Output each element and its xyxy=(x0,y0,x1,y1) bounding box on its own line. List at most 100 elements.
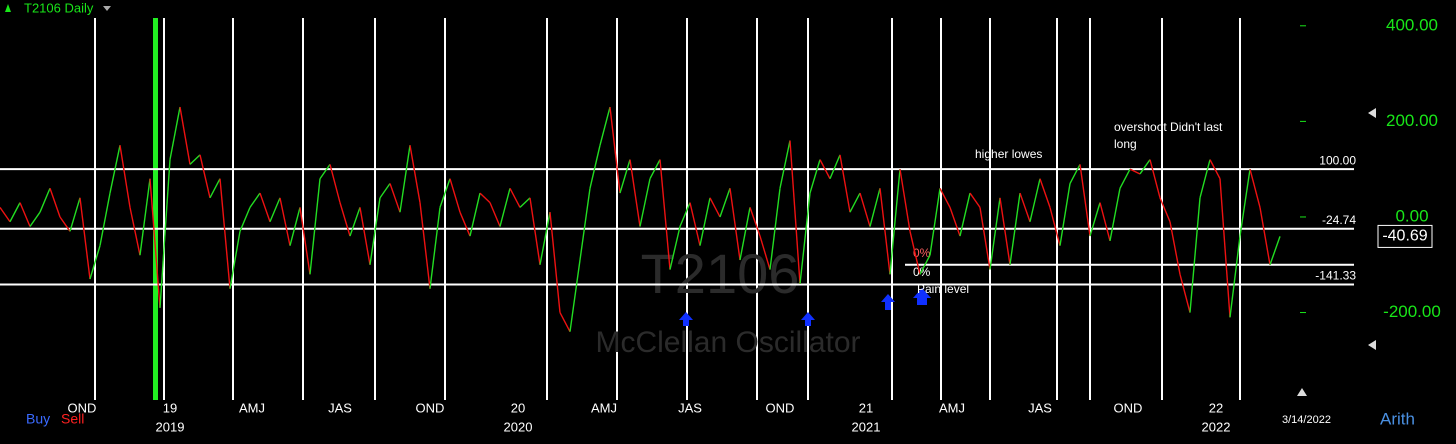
oscillator-segment xyxy=(969,192,981,208)
x-tick-label: AMJ xyxy=(591,400,617,415)
oscillator-segment xyxy=(1189,197,1201,313)
oscillator-segment xyxy=(149,178,161,308)
oscillator-segment xyxy=(1179,274,1191,313)
y-tick-label: 400.00 xyxy=(1386,15,1438,34)
x-tick-label: AMJ xyxy=(239,400,265,415)
oscillator-segment xyxy=(679,202,691,227)
oscillator-segment xyxy=(219,178,231,289)
x-scroll[interactable] xyxy=(1297,388,1307,396)
reference-label: -141.33 xyxy=(1315,269,1356,283)
oscillator-segment xyxy=(979,207,991,270)
oscillator-segment xyxy=(449,178,461,213)
oscillator-segment xyxy=(1219,178,1231,318)
oscillator-segment xyxy=(1129,168,1141,175)
year-label: 2019 xyxy=(156,419,185,434)
annotation: higher lowes xyxy=(975,147,1042,161)
oscillator-segment xyxy=(859,192,871,227)
oscillator-segment xyxy=(629,159,641,227)
oscillator-segment xyxy=(759,235,771,270)
green-marker xyxy=(153,18,158,400)
oscillator-segment xyxy=(489,202,501,227)
oscillator-segment xyxy=(439,178,451,208)
oscillator-segment xyxy=(19,202,31,227)
oscillator-segment xyxy=(459,211,471,237)
scroll-up[interactable] xyxy=(1368,108,1376,118)
oscillator-segment xyxy=(809,159,821,194)
oscillator-segment xyxy=(529,197,541,265)
x-tick-label: 22 xyxy=(1209,400,1223,415)
x-tick-label: OND xyxy=(1114,400,1143,415)
header-icon xyxy=(5,4,11,12)
oscillator-segment xyxy=(939,187,951,208)
y-tick-label: -200.00 xyxy=(1383,302,1441,321)
x-tick-label: AMJ xyxy=(939,400,965,415)
reference-label: -24.74 xyxy=(1322,213,1356,227)
oscillator-segment xyxy=(339,202,351,237)
oscillator-segment xyxy=(279,197,291,246)
last-value-label: -40.69 xyxy=(1382,228,1427,245)
oscillator-segment xyxy=(309,178,321,275)
oscillator-segment xyxy=(569,259,581,332)
last-value-box xyxy=(1377,224,1433,248)
oscillator-segment xyxy=(829,154,841,180)
oscillator-segment xyxy=(389,183,401,213)
oscillator-segment xyxy=(519,197,531,208)
oscillator-segment xyxy=(1059,183,1071,246)
vertical-lines xyxy=(94,18,1241,400)
oscillator-segment xyxy=(999,197,1011,265)
oscillator-segment xyxy=(1109,188,1121,241)
dropdown[interactable] xyxy=(103,6,111,11)
oscillator-segment xyxy=(889,169,901,275)
oscillator-segment xyxy=(1269,236,1281,265)
oscillator-segment xyxy=(1159,197,1171,223)
oscillator-segment xyxy=(1089,202,1101,237)
oscillator-segment xyxy=(1039,178,1051,208)
oscillator-segment xyxy=(89,245,101,280)
oscillator-segment xyxy=(239,207,251,232)
oscillator-segment xyxy=(209,178,221,199)
watermark-sub: McClellan Oscillator xyxy=(595,326,860,359)
oscillator-segment xyxy=(619,159,631,194)
oscillator-segment xyxy=(649,159,661,180)
sell-button[interactable]: Sell xyxy=(61,411,84,427)
oscillator-segment xyxy=(69,197,81,232)
oscillator-segment xyxy=(869,188,881,227)
oscillator-segment xyxy=(479,192,491,204)
oscillator-segment xyxy=(29,211,41,227)
signal-arrows xyxy=(679,288,931,326)
oscillator-segment xyxy=(549,212,561,313)
oscillator-segment xyxy=(909,231,921,275)
oscillator-segment xyxy=(1069,164,1081,184)
year-label: 2021 xyxy=(852,419,881,434)
oscillator-segment xyxy=(189,154,201,165)
oscillator-segment xyxy=(779,140,791,189)
oscillator-segment xyxy=(689,202,701,246)
buy-button[interactable]: Buy xyxy=(26,411,50,427)
annotation: overshoot Didn't last long xyxy=(1114,120,1223,151)
x-tick-label: OND xyxy=(766,400,795,415)
oscillator-segment xyxy=(9,202,21,223)
oscillator-segment xyxy=(329,164,341,203)
scroll-down[interactable] xyxy=(1368,340,1376,350)
oscillator-segment xyxy=(1049,207,1061,246)
x-tick-label: 20 xyxy=(511,400,525,415)
x-tick-label: JAS xyxy=(678,400,702,415)
header-title[interactable]: T2106 Daily xyxy=(24,0,94,15)
oscillator-segment xyxy=(949,207,961,237)
scale-button[interactable]: Arith xyxy=(1380,409,1415,428)
oscillator-segment xyxy=(1249,168,1261,208)
oscillator-segment xyxy=(39,188,51,213)
oscillator-segment xyxy=(429,207,441,289)
oscillator-segment xyxy=(289,207,301,246)
oscillator-segment xyxy=(319,163,331,180)
oscillator-segment xyxy=(359,207,371,265)
oscillator-segment xyxy=(1169,221,1181,275)
oscillator-segment xyxy=(49,188,61,218)
oscillator-segment xyxy=(99,192,111,246)
date-label: 3/14/2022 xyxy=(1282,414,1331,426)
oscillator-segment xyxy=(229,231,241,289)
oscillator-segment xyxy=(699,197,711,246)
oscillator-segment xyxy=(409,145,421,203)
